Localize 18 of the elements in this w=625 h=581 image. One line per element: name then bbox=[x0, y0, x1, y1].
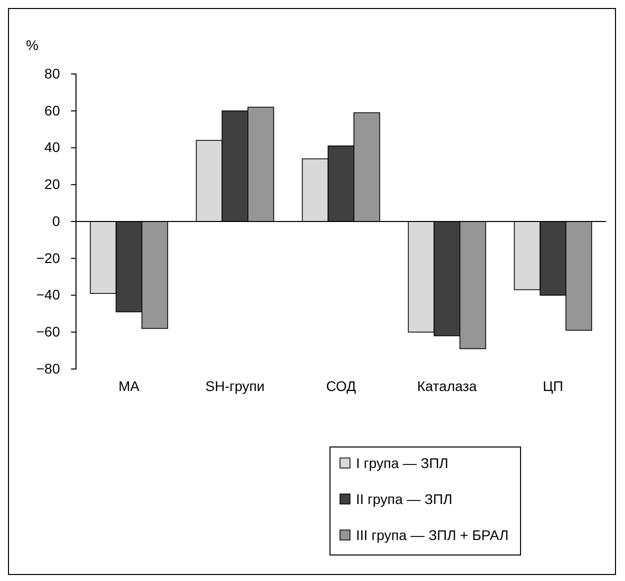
x-tick-label: SH-групи bbox=[205, 378, 265, 394]
y-tick-label: 0 bbox=[52, 212, 60, 229]
x-tick-label: МА bbox=[118, 378, 140, 394]
y-axis-title: % bbox=[26, 37, 38, 53]
y-tick-label: −20 bbox=[36, 250, 60, 266]
y-tick-label: 60 bbox=[44, 102, 60, 118]
y-tick-label: 40 bbox=[44, 139, 60, 156]
x-tick-label: СОД bbox=[326, 378, 356, 394]
legend-label: II група — ЗПЛ bbox=[356, 491, 452, 507]
y-tick-label: 20 bbox=[44, 176, 60, 192]
x-tick-label: ЦП bbox=[542, 378, 564, 394]
y-tick-label: −40 bbox=[36, 286, 60, 303]
y-tick-label: −60 bbox=[36, 324, 60, 340]
x-tick-label: Каталаза bbox=[417, 378, 478, 394]
legend-label: I група — ЗПЛ bbox=[356, 455, 448, 471]
y-tick-label: −80 bbox=[36, 360, 60, 376]
legend-label: III група — ЗПЛ + БРАЛ bbox=[356, 527, 509, 543]
y-tick-label: 80 bbox=[44, 65, 60, 82]
